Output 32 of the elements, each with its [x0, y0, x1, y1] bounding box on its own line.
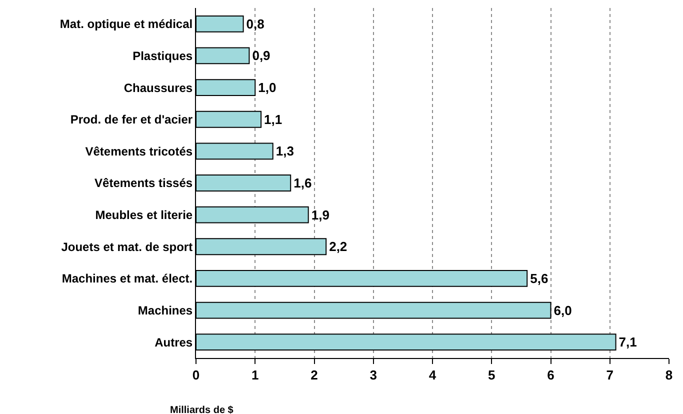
x-tick-label: 5	[488, 368, 496, 383]
data-label: 0,8	[246, 16, 264, 32]
x-tick-label: 4	[428, 368, 437, 383]
data-label: 1,3	[276, 144, 294, 159]
x-tick-label: 1	[252, 368, 259, 383]
data-label: 1,1	[264, 112, 282, 127]
y-tick-label: Chaussures	[124, 80, 193, 95]
data-label: 7,1	[618, 334, 637, 350]
data-label: 6,0	[554, 302, 572, 318]
y-tick-label: Autres	[154, 335, 193, 350]
x-tick-label: 8	[665, 368, 673, 383]
y-tick-label: Jouets et mat. de sport	[61, 240, 193, 254]
y-tick-label: Vêtements tissés	[94, 176, 193, 190]
y-tick-label: Prod. de fer et d'acier	[70, 112, 193, 127]
y-tick-label: Machines et mat. élect.	[62, 272, 193, 286]
data-label: 0,9	[252, 48, 270, 64]
data-label: 1,9	[311, 207, 330, 222]
data-label: 1,6	[294, 176, 312, 190]
x-tick-label: 6	[547, 368, 554, 383]
y-tick-label: Machines	[138, 303, 193, 318]
data-label: 2,2	[329, 239, 348, 254]
x-tick-label: 2	[310, 368, 318, 383]
x-tick-label: 7	[606, 368, 614, 383]
x-tick-label: 0	[192, 368, 200, 383]
y-tick-label: Vêtements tricotés	[85, 144, 193, 158]
x-tick-label: 3	[370, 368, 377, 383]
y-tick-label: Plastiques	[132, 48, 193, 63]
data-label: 1,0	[258, 80, 276, 96]
y-tick-label: Meubles et literie	[95, 208, 193, 222]
data-label: 5,6	[530, 270, 548, 286]
y-tick-label: Mat. optique et médical	[60, 17, 193, 32]
x-axis-title: Milliards de $	[170, 405, 234, 414]
